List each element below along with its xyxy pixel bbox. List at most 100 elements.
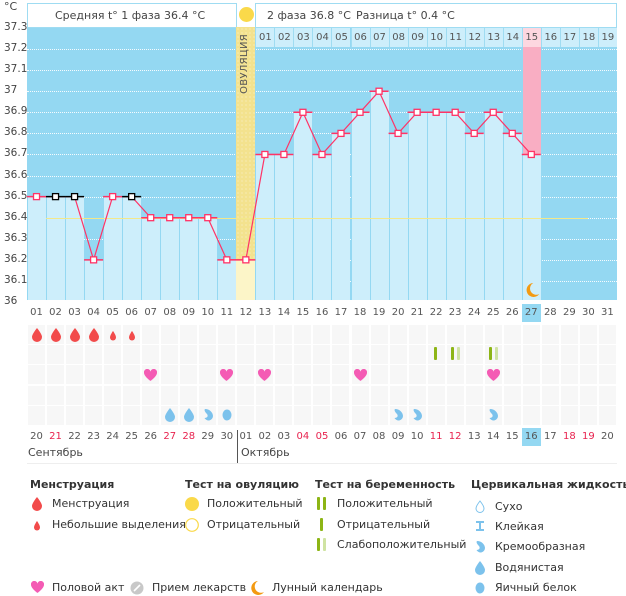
phase2-day-number: 17: [559, 28, 579, 47]
temperature-bar: [255, 154, 275, 300]
symbol-cell: [560, 386, 578, 405]
calendar-date: 20: [30, 431, 43, 442]
calendar-date: 13: [467, 431, 481, 442]
ovulation-negative-icon: [185, 518, 199, 532]
symbol-cell: [256, 325, 274, 344]
calendar-date: 01: [239, 431, 253, 442]
month-divider: [237, 430, 238, 463]
menstruation-heavy-icon: [31, 328, 42, 342]
symbol-cell: [446, 386, 464, 405]
symbol-cell: [66, 345, 84, 364]
temperature-point: [108, 192, 117, 201]
bbt-chart: Средняя t° 1 фаза 36.4 °C 2 фаза 36.8 °C…: [4, 0, 617, 464]
symbol-cell: [199, 345, 217, 364]
symbol-cell: [275, 386, 293, 405]
cycle-day-number: 20: [391, 307, 405, 318]
symbol-cell: [427, 325, 445, 344]
intercourse-heart-icon: [30, 581, 44, 593]
diff-value: 0.4 °C: [420, 9, 455, 22]
symbol-cell: [389, 325, 407, 344]
symbol-cell: [465, 365, 483, 384]
calendar-date: 14: [486, 431, 500, 442]
gridline: [27, 112, 617, 113]
symbol-cell: [256, 386, 274, 405]
temperature-bar: [312, 154, 332, 300]
symbol-cell: [237, 406, 255, 425]
temperature-point: [489, 108, 497, 116]
calendar-date: 10: [410, 431, 424, 442]
symbol-cell: [465, 325, 483, 344]
symbol-cell: [370, 386, 388, 405]
cycle-day-number: 29: [562, 307, 576, 318]
temperature-bar: [426, 112, 446, 300]
symbol-cell: [161, 325, 179, 344]
calendar-date: 11: [429, 431, 443, 442]
menstruation-heavy-icon: [88, 328, 99, 342]
symbol-cell: [294, 406, 312, 425]
phase2-day-number: 07: [369, 28, 389, 47]
calendar-date: 27: [163, 431, 177, 442]
symbol-cell: [579, 365, 597, 384]
cycle-day-number: 05: [106, 307, 119, 318]
symbol-cell: [66, 406, 84, 425]
symbol-cell: [313, 345, 331, 364]
symbol-cell: [484, 325, 502, 344]
symbol-cell: [28, 345, 46, 364]
symbol-cell: [104, 365, 122, 384]
symbol-cell: [218, 325, 236, 344]
temperature-bar: [103, 196, 123, 300]
symbol-cell: [66, 365, 84, 384]
temperature-point: [242, 256, 250, 264]
symbol-cell: [47, 386, 65, 405]
symbol-cell: [180, 386, 198, 405]
legend-item-label: Водянистая: [495, 560, 564, 574]
pregnancy-positive-icon: [317, 497, 326, 510]
creamy-fluid-icon: [489, 409, 499, 421]
excluded-temperature-point: [128, 192, 136, 201]
cycle-day-number: 31: [601, 307, 614, 318]
symbol-cell: [28, 365, 46, 384]
moon-icon: [526, 283, 540, 297]
symbol-cell: [332, 325, 350, 344]
temperature-point: [375, 87, 383, 95]
calendar-bottom-border: [27, 463, 617, 464]
watery-fluid-icon: [164, 408, 175, 422]
symbol-cell: [389, 365, 407, 384]
phase2-average: 2 фаза 36.8 °C: [267, 9, 351, 22]
temperature-bar: [141, 217, 161, 300]
temperature-point: [356, 108, 364, 116]
creamy-fluid-icon: [476, 541, 485, 553]
temperature-bar: [27, 196, 47, 300]
calendar-date: 09: [391, 431, 405, 442]
symbol-cell: [408, 365, 426, 384]
temperature-bar: [521, 154, 541, 300]
symbol-cell: [560, 325, 578, 344]
symbol-cell: [351, 406, 369, 425]
symbol-cell: [522, 365, 540, 384]
cycle-day-number: 07: [144, 307, 158, 318]
temperature-point: [32, 192, 41, 201]
symbol-cell: [294, 325, 312, 344]
phase2-day-number: 14: [502, 28, 522, 47]
cycle-day-number: 09: [182, 307, 196, 318]
phase1-average: Средняя t° 1 фаза 36.4 °C: [55, 9, 205, 22]
legend-item-label: Положительный: [337, 497, 433, 510]
calendar-date: 07: [353, 431, 367, 442]
gridline: [27, 70, 617, 71]
symbol-cell: [47, 345, 65, 364]
symbol-cell: [237, 325, 255, 344]
symbol-cell: [370, 325, 388, 344]
cycle-day-number: 22: [429, 307, 443, 318]
symbol-cell: [465, 406, 483, 425]
y-tick-label: 36.1: [4, 273, 28, 286]
symbol-cell: [332, 365, 350, 384]
moon-icon: [251, 581, 264, 595]
symbol-cell: [598, 386, 616, 405]
calendar-date: 17: [543, 431, 557, 442]
symbol-cell: [389, 345, 407, 364]
symbol-cell: [370, 365, 388, 384]
calendar-date: 02: [258, 431, 272, 442]
cycle-day-number: 10: [201, 307, 215, 318]
symbol-cell: [294, 345, 312, 364]
calendar-date: 29: [201, 431, 215, 442]
